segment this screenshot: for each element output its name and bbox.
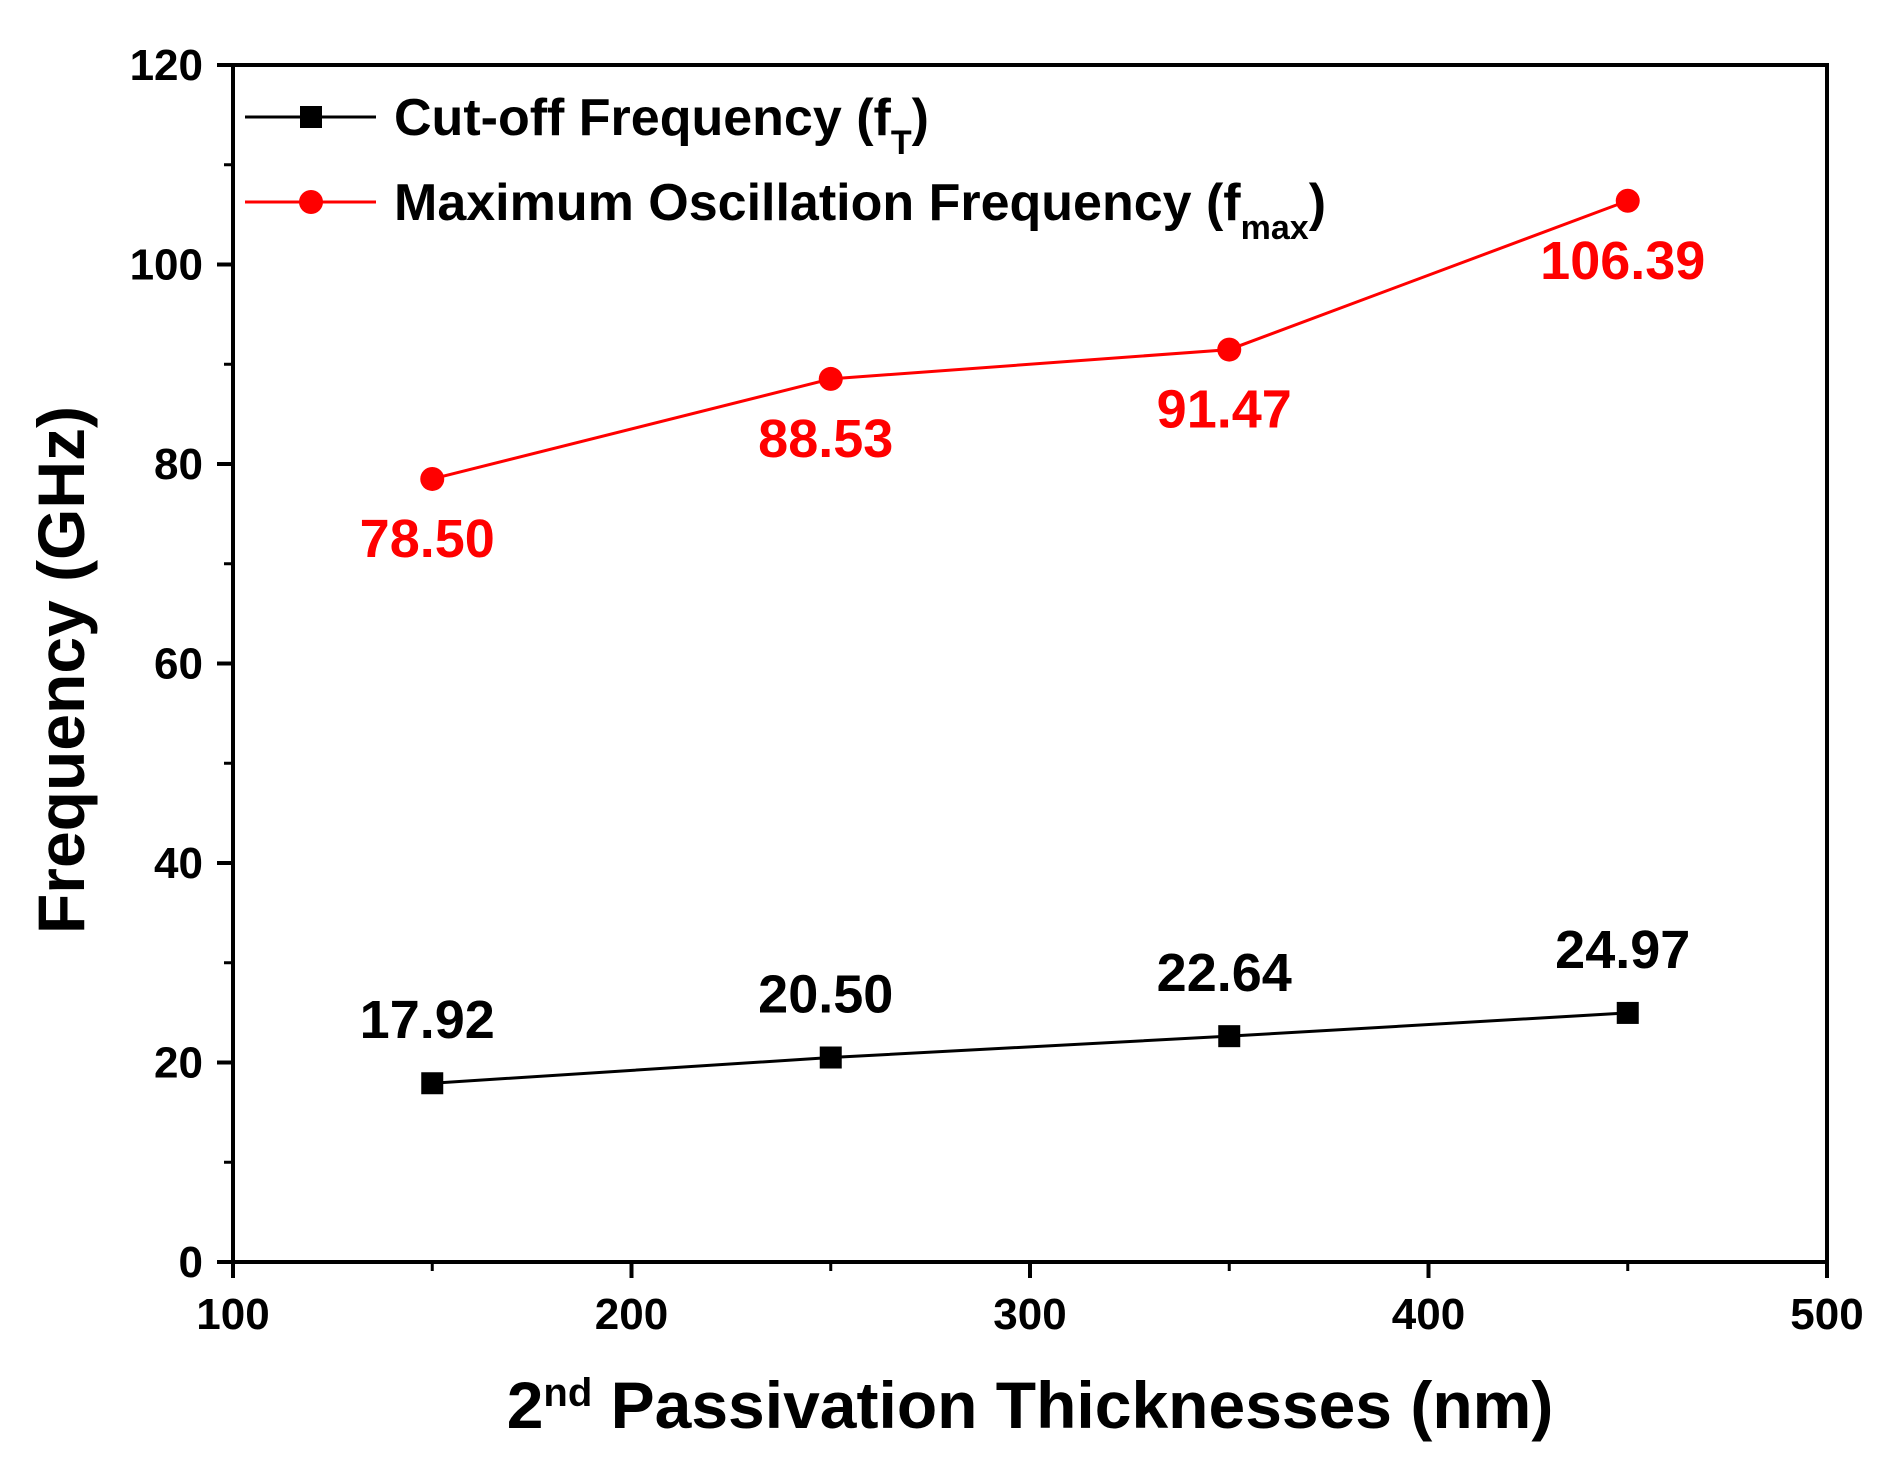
series-line-ft	[432, 1011, 1628, 1085]
y-tick-label: 60	[154, 640, 203, 689]
x-tick-label: 200	[595, 1290, 668, 1339]
point-fmax	[818, 366, 843, 391]
x-tick-label: 500	[1790, 1290, 1863, 1339]
x-axis-title-prefix: 2	[507, 1368, 544, 1442]
legend-label-fmax: Maximum Oscillation Frequency (fmax)	[394, 174, 1326, 247]
data-label-fmax: 106.39	[1540, 231, 1705, 291]
x-axis-title: 2nd Passivation Thicknesses (nm)	[507, 1368, 1554, 1442]
legend: Cut-off Frequency (fT) Maximum Oscillatio…	[245, 89, 1326, 247]
legend-label-ft: Cut-off Frequency (fT)	[394, 89, 929, 162]
y-tick-label: 100	[130, 241, 203, 290]
ticks: 100 200 300 400 500 0 20 40 60 80 100 120	[130, 41, 1864, 1339]
y-tick-label: 80	[154, 440, 203, 489]
data-label-fmax: 78.50	[360, 509, 495, 569]
series-line-fmax	[431, 199, 1629, 481]
x-axis-title-sup: nd	[543, 1371, 592, 1415]
y-tick-label: 0	[179, 1238, 203, 1287]
x-tick-label: 300	[993, 1290, 1066, 1339]
x-tick-label: 400	[1392, 1290, 1465, 1339]
data-labels: 17.92 20.50 22.64 24.97 78.50 88.53 91.47 106.3…	[360, 231, 1706, 1050]
point-ft	[1616, 1001, 1639, 1024]
data-label-fmax: 91.47	[1157, 380, 1292, 440]
y-tick-label: 40	[154, 839, 203, 888]
data-label-ft: 20.50	[758, 965, 893, 1025]
data-label-fmax: 88.53	[758, 409, 893, 469]
point-fmax	[420, 466, 445, 491]
point-ft	[819, 1046, 842, 1069]
data-label-ft: 17.92	[360, 990, 495, 1050]
legend-marker-ft	[300, 106, 322, 128]
y-tick-label: 20	[154, 1039, 203, 1088]
point-fmax	[1615, 188, 1640, 213]
data-label-ft: 24.97	[1555, 920, 1690, 980]
legend-marker-fmax	[299, 190, 323, 214]
series-group	[420, 188, 1640, 1095]
y-tick-label: 120	[130, 41, 203, 90]
data-label-ft: 22.64	[1157, 943, 1292, 1003]
x-tick-label: 100	[196, 1290, 269, 1339]
point-ft	[1218, 1025, 1241, 1048]
y-axis-title: Frequency (GHz)	[24, 406, 98, 934]
point-fmax	[1217, 337, 1242, 362]
x-axis-title-rest: Passivation Thicknesses (nm)	[592, 1368, 1553, 1442]
point-ft	[421, 1072, 444, 1095]
